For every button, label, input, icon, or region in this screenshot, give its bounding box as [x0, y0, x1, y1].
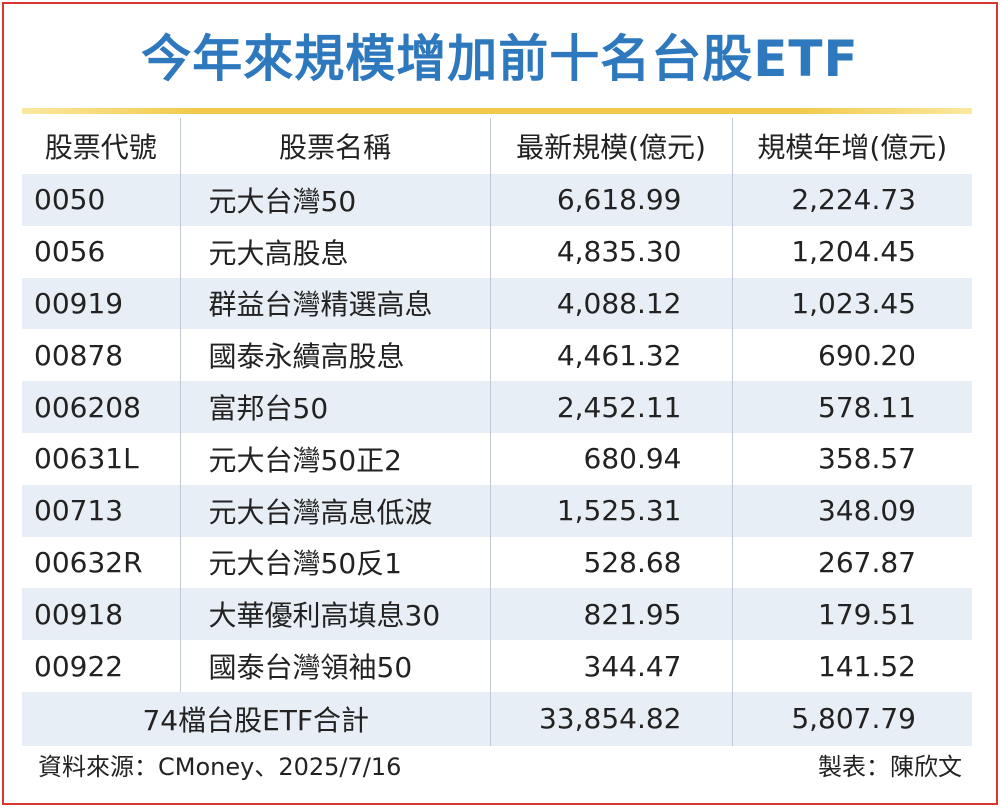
cell-code: 00878	[22, 329, 180, 382]
total-row: 74檔台股ETF合計 33,854.82 5,807.79	[22, 691, 972, 746]
total-label: 74檔台股ETF合計	[22, 691, 490, 746]
cell-size: 4,088.12	[489, 277, 732, 330]
cell-name: 群益台灣精選高息	[179, 277, 490, 330]
table-row: 00713 元大台灣高息低波 1,525.31 348.09	[22, 484, 972, 537]
cell-code: 006208	[22, 381, 180, 433]
cell-growth: 1,204.45	[731, 225, 972, 278]
page-title: 今年來規模增加前十名台股ETF	[141, 30, 859, 88]
cell-growth: 141.52	[731, 640, 972, 692]
table-row: 00878 國泰永續高股息 4,461.32 690.20	[22, 329, 972, 382]
table-body: 0050 元大台灣50 6,618.99 2,224.73 0056 元大高股息 4,835…	[22, 174, 972, 746]
cell-size: 6,618.99	[489, 174, 732, 226]
cell-code: 00918	[22, 588, 180, 641]
cell-growth: 348.09	[731, 484, 972, 537]
cell-growth: 1,023.45	[731, 277, 972, 330]
header-code: 股票代號	[22, 118, 180, 174]
cell-growth: 179.51	[731, 588, 972, 641]
cell-name: 元大高股息	[179, 225, 490, 278]
cell-code: 0050	[22, 174, 180, 226]
table-row: 00918 大華優利高填息30 821.95 179.51	[22, 588, 972, 641]
cell-code: 00713	[22, 484, 180, 537]
table-row: 0050 元大台灣50 6,618.99 2,224.73	[22, 174, 972, 226]
cell-code: 00632R	[22, 536, 180, 589]
cell-name: 大華優利高填息30	[179, 588, 490, 641]
cell-size: 528.68	[489, 536, 732, 589]
etf-table: 股票代號 股票名稱 最新規模(億元) 規模年增(億元) 0050 元大台灣50 6,…	[22, 118, 972, 746]
header-name: 股票名稱	[179, 118, 490, 174]
cell-code: 0056	[22, 225, 180, 278]
cell-size: 4,461.32	[489, 329, 732, 382]
cell-growth: 267.87	[731, 536, 972, 589]
cell-size: 821.95	[489, 588, 732, 641]
cell-name: 國泰永續高股息	[179, 329, 490, 382]
credit-note: 製表：陳欣文	[818, 753, 962, 781]
table-row: 00632R 元大台灣50反1 528.68 267.87	[22, 536, 972, 589]
cell-growth: 690.20	[731, 329, 972, 382]
cell-name: 元大台灣50正2	[179, 432, 490, 485]
cell-size: 4,835.30	[489, 225, 732, 278]
cell-size: 1,525.31	[489, 484, 732, 537]
table-row: 006208 富邦台50 2,452.11 578.11	[22, 381, 972, 433]
cell-size: 680.94	[489, 432, 732, 485]
cell-size: 2,452.11	[489, 381, 732, 433]
table-row: 00631L 元大台灣50正2 680.94 358.57	[22, 432, 972, 485]
table-row: 0056 元大高股息 4,835.30 1,204.45	[22, 225, 972, 278]
cell-size: 344.47	[489, 640, 732, 692]
cell-code: 00922	[22, 640, 180, 692]
title-divider	[22, 108, 972, 114]
cell-name: 國泰台灣領袖50	[179, 640, 490, 692]
source-note: 資料來源：CMoney、2025/7/16	[38, 753, 402, 781]
cell-name: 元大台灣50反1	[179, 536, 490, 589]
cell-growth: 578.11	[731, 381, 972, 433]
table-row: 00919 群益台灣精選高息 4,088.12 1,023.45	[22, 277, 972, 330]
table-row: 00922 國泰台灣領袖50 344.47 141.52	[22, 640, 972, 692]
table-header-row: 股票代號 股票名稱 最新規模(億元) 規模年增(億元)	[22, 118, 972, 174]
cell-growth: 2,224.73	[731, 174, 972, 226]
cell-growth: 358.57	[731, 432, 972, 485]
header-size: 最新規模(億元)	[489, 118, 732, 174]
header-growth: 規模年增(億元)	[731, 118, 972, 174]
total-growth: 5,807.79	[731, 691, 972, 746]
total-size: 33,854.82	[489, 691, 732, 746]
cell-code: 00631L	[22, 432, 180, 485]
cell-code: 00919	[22, 277, 180, 330]
cell-name: 富邦台50	[179, 381, 490, 433]
cell-name: 元大台灣50	[179, 174, 490, 226]
cell-name: 元大台灣高息低波	[179, 484, 490, 537]
